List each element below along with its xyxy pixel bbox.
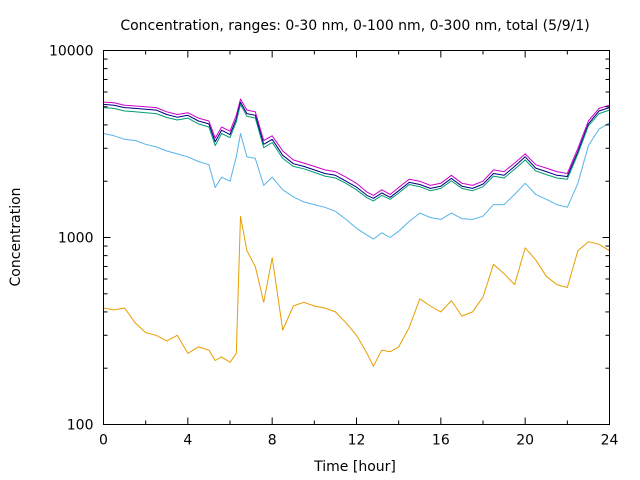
x-tick-label: 24 — [601, 433, 619, 449]
plot-frame — [103, 50, 610, 425]
y-axis-label: Concentration — [8, 187, 24, 286]
series-line-1 — [103, 98, 610, 196]
x-tick-label: 0 — [99, 433, 108, 449]
chart-title: Concentration, ranges: 0-30 nm, 0-100 nm… — [120, 18, 589, 34]
series-line-4 — [103, 122, 610, 240]
x-axis-label: Time [hour] — [313, 459, 396, 475]
x-tick-label: 4 — [183, 433, 192, 449]
series-layer — [103, 98, 610, 367]
x-tick-label: 12 — [348, 433, 366, 449]
series-line-5 — [103, 215, 610, 367]
x-tick-label: 16 — [432, 433, 450, 449]
tick-layer: 0 4 8 12 16 20 24 100 1000 10000 — [49, 44, 619, 449]
y-tick-label: 10000 — [49, 44, 94, 60]
series-line-2 — [103, 101, 610, 199]
x-tick-label: 8 — [268, 433, 277, 449]
y-tick-label: 1000 — [58, 231, 94, 247]
x-tick-label: 20 — [516, 433, 534, 449]
series-line-3 — [103, 103, 610, 202]
y-tick-label: 100 — [67, 418, 94, 434]
